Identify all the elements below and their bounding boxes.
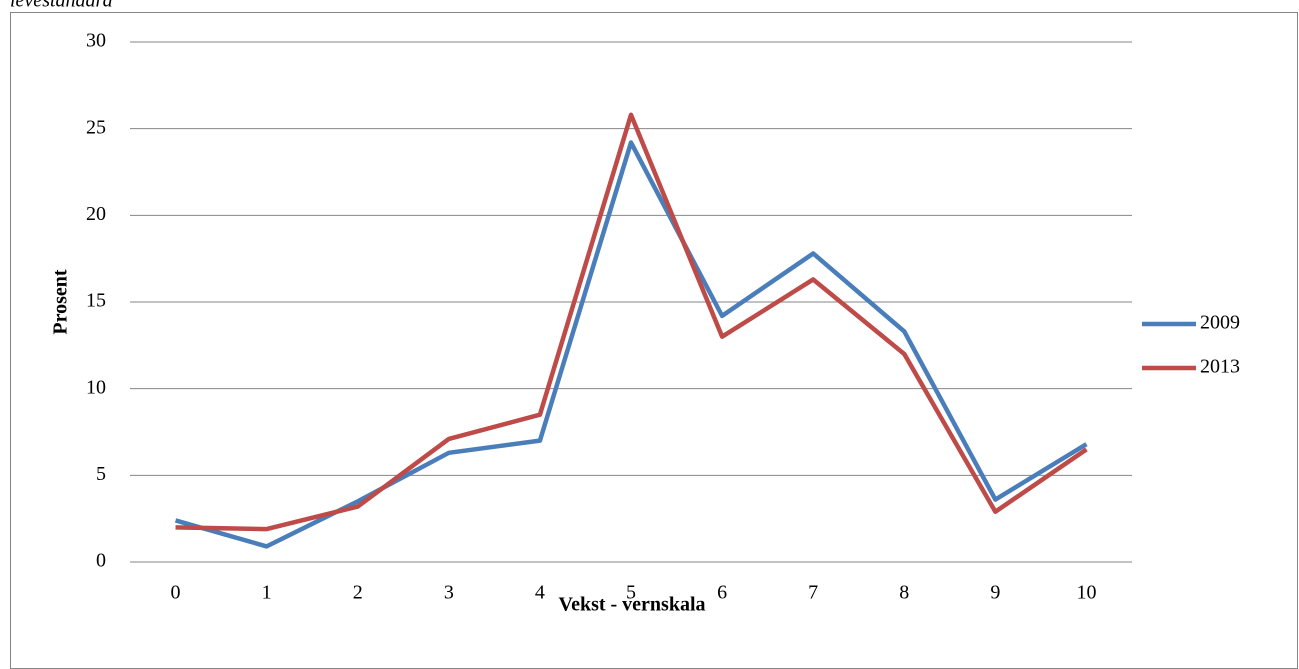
chart-frame bbox=[10, 12, 1298, 669]
y-tick-label: 10 bbox=[86, 376, 106, 398]
x-tick-label: 8 bbox=[899, 582, 909, 604]
y-tick-label: 15 bbox=[86, 290, 106, 312]
x-tick-label: 2 bbox=[353, 582, 363, 604]
x-tick-label: 5 bbox=[626, 582, 636, 604]
x-tick-label: 0 bbox=[171, 582, 181, 604]
x-axis-label: Vekst - vernskala bbox=[558, 594, 705, 616]
y-tick-label: 25 bbox=[86, 116, 106, 138]
caption: levestandard bbox=[10, 0, 114, 12]
y-tick-label: 30 bbox=[86, 30, 106, 52]
x-tick-label: 4 bbox=[535, 582, 545, 604]
y-tick-label: 0 bbox=[96, 550, 106, 572]
series-line bbox=[174, 140, 1088, 549]
x-tick-label: 6 bbox=[717, 582, 727, 604]
x-tick-label: 7 bbox=[808, 582, 818, 604]
x-tick-label: 1 bbox=[262, 582, 272, 604]
x-tick-label: 9 bbox=[990, 582, 1000, 604]
y-axis-label: Prosent bbox=[50, 269, 72, 335]
series-line bbox=[175, 112, 1088, 532]
y-tick-label: 5 bbox=[96, 463, 106, 485]
x-tick-label: 10 bbox=[1076, 582, 1096, 604]
legend-label: 2009 bbox=[1200, 312, 1240, 334]
y-tick-label: 20 bbox=[86, 203, 106, 225]
legend-label: 2013 bbox=[1200, 356, 1240, 378]
x-tick-label: 3 bbox=[444, 582, 454, 604]
